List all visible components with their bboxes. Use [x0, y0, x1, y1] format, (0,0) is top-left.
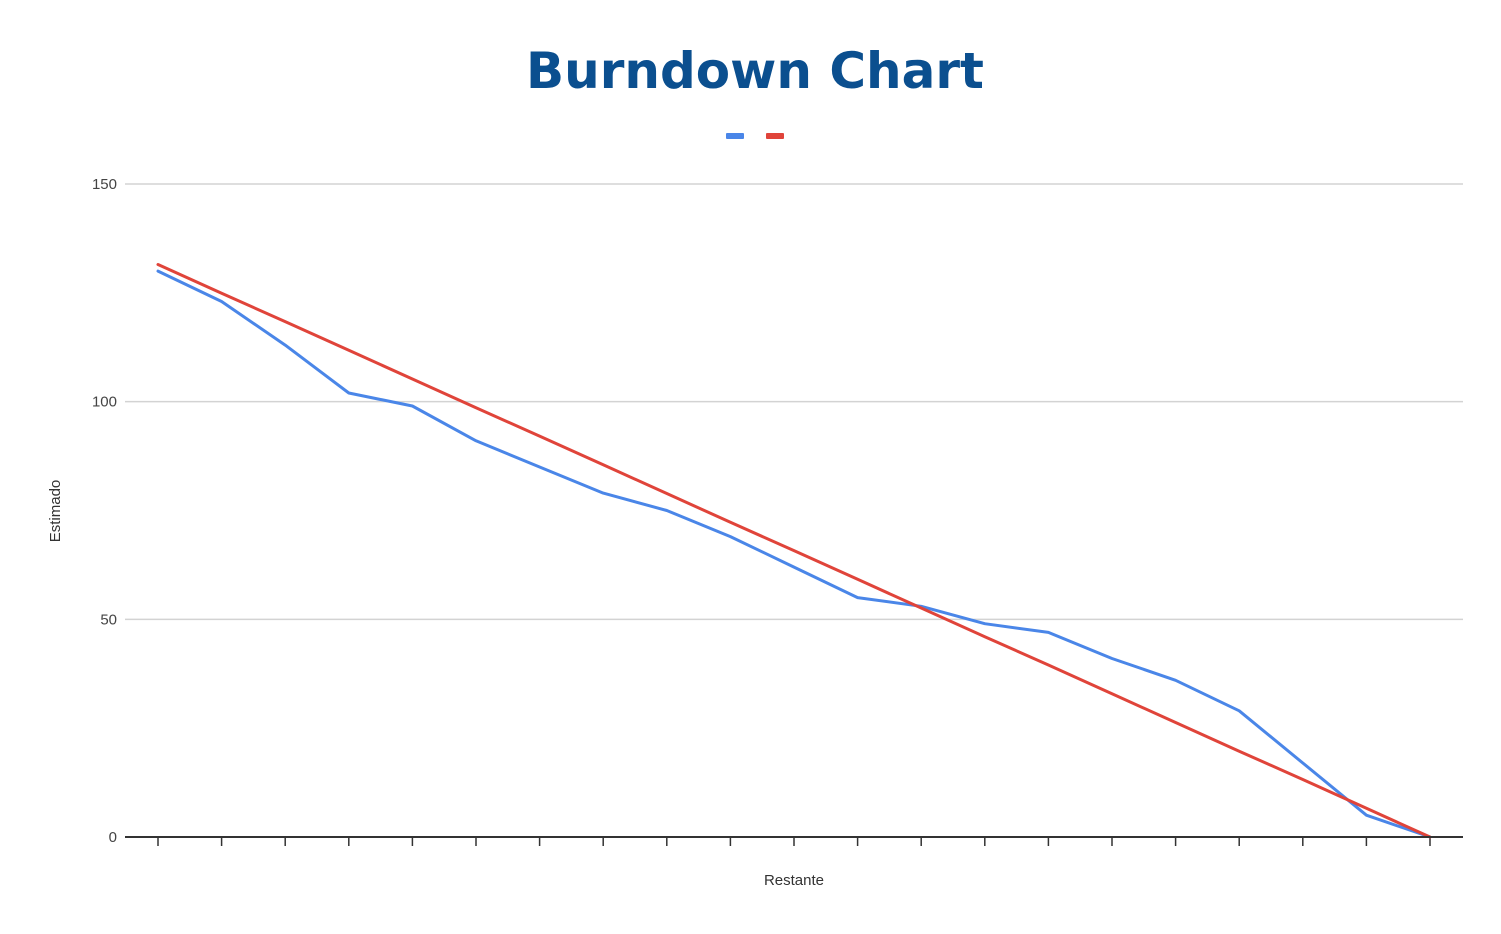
- y-tick-label: 100: [92, 394, 117, 411]
- gridlines: [125, 183, 1463, 621]
- series-group: [156, 263, 1432, 839]
- y-axis-title: Estimado: [47, 480, 64, 543]
- legend-swatch-1: [726, 133, 744, 139]
- y-tick-label: 150: [92, 176, 117, 193]
- y-tick-label: 0: [109, 829, 117, 846]
- series-line-1: [156, 269, 1432, 839]
- y-tick-label: 50: [100, 611, 117, 628]
- series-line-2: [156, 263, 1432, 839]
- legend: [726, 133, 784, 139]
- chart-title: Burndown Chart: [526, 42, 984, 100]
- y-axis-tick-labels: 0 50 100 150: [92, 176, 117, 846]
- x-axis-ticks: [157, 837, 1431, 846]
- x-axis-title: Restante: [764, 872, 824, 889]
- legend-swatch-2: [766, 133, 784, 139]
